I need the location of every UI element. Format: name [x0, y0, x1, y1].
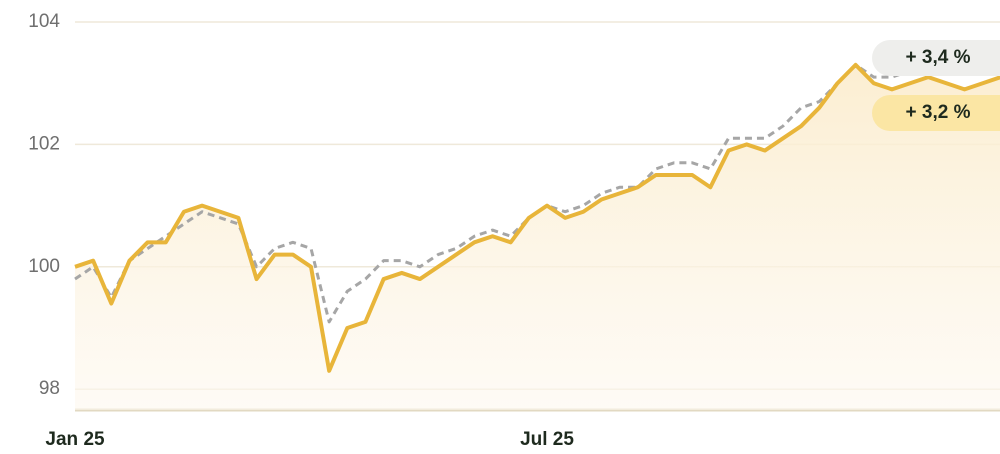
- badge-label: + 3,2 %: [906, 102, 971, 123]
- badge-pill: [872, 95, 1000, 131]
- y-tick-label: 98: [39, 378, 60, 399]
- y-tick-label: 102: [28, 133, 60, 154]
- badge-pill: [872, 40, 1000, 76]
- y-tick-label: 100: [28, 256, 60, 277]
- x-tick-label: Jul 25: [520, 429, 574, 450]
- line: [74, 62, 1000, 373]
- badge-label: + 3,4 %: [906, 47, 971, 68]
- x-tick-label: Jan 25: [45, 429, 105, 450]
- area: [75, 64, 1000, 410]
- y-tick-label: 104: [28, 11, 60, 32]
